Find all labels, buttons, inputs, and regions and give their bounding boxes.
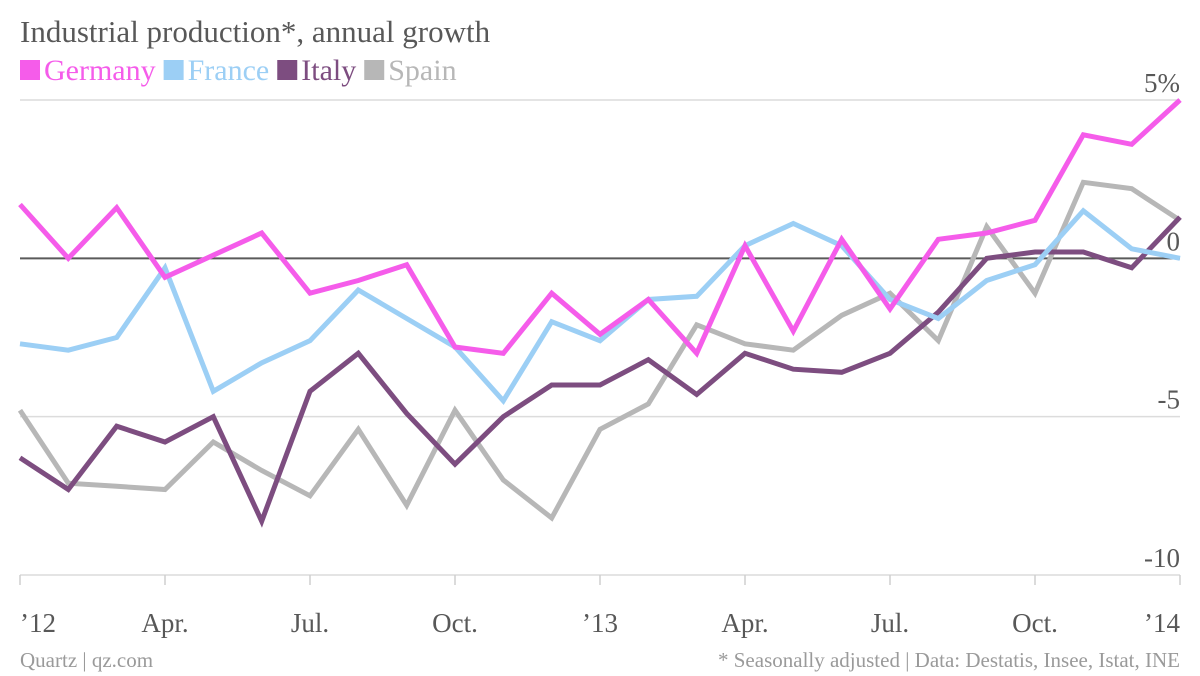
y-tick-label: 0 <box>1167 226 1181 256</box>
chart-title: Industrial production*, annual growth <box>20 14 491 49</box>
y-tick-label: 5% <box>1144 68 1180 98</box>
series-line-spain <box>17 179 1182 522</box>
x-axis-ticks: ’12 Apr. Jul. Oct. ’13 Apr. Jul. Oct. ’14 <box>19 575 1181 638</box>
legend-label-spain: Spain <box>388 54 456 87</box>
x-tick-label: Oct. <box>432 608 478 638</box>
legend-swatch-italy <box>277 60 298 80</box>
x-tick-label: Jul. <box>291 608 329 638</box>
x-tick-label: Jul. <box>871 608 909 638</box>
x-tick-label: Apr. <box>721 608 768 638</box>
legend-label-italy: Italy <box>301 54 356 87</box>
legend-label-germany: Germany <box>44 54 156 87</box>
legend-swatch-germany <box>20 60 40 80</box>
series-line-france <box>19 207 1181 405</box>
series-lines <box>17 98 1182 528</box>
footer-source-left: Quartz | qz.com <box>20 648 153 672</box>
y-tick-label: -10 <box>1144 543 1180 573</box>
x-tick-label: ’12 <box>20 608 56 638</box>
x-tick-label: Apr. <box>141 608 188 638</box>
series-line-germany <box>18 98 1182 358</box>
legend-label-france: France <box>188 54 270 87</box>
y-axis-ticks: 5% 0 -5 -10 <box>1144 68 1180 573</box>
legend-swatch-spain <box>364 60 385 80</box>
y-tick-label: -5 <box>1158 385 1181 415</box>
x-tick-label: Oct. <box>1012 608 1058 638</box>
x-tick-label: ’13 <box>582 608 618 638</box>
footer-source-right: * Seasonally adjusted | Data: Destatis, … <box>718 648 1180 672</box>
series-line-italy <box>18 215 1182 528</box>
legend: Germany France Italy Spain <box>20 54 457 87</box>
x-tick-label: ’14 <box>1144 608 1180 638</box>
legend-swatch-france <box>163 60 184 80</box>
